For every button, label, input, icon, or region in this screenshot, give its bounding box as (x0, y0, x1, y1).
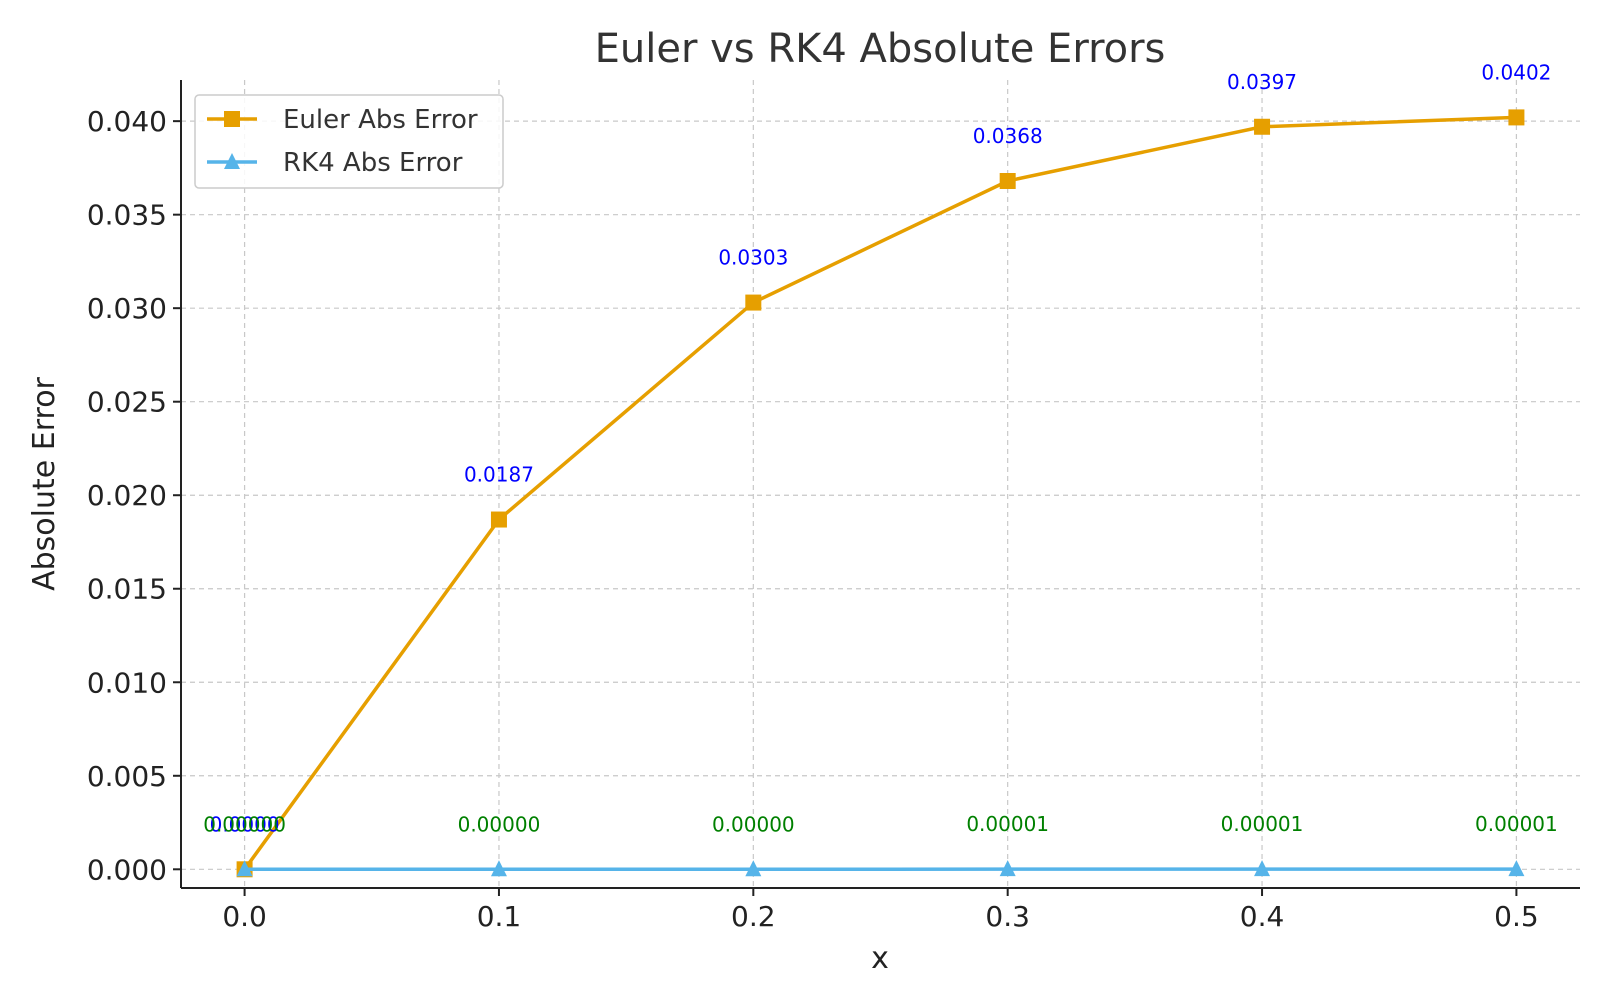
data-label-rk4: 0.00001 (966, 812, 1049, 836)
y-tick-label: 0.025 (87, 386, 167, 419)
x-tick-label: 0.5 (1494, 900, 1539, 933)
y-tick-label: 0.020 (87, 479, 167, 512)
data-label-euler: 0.0397 (1227, 70, 1297, 94)
grid (181, 80, 1580, 888)
data-label-euler: 0.0402 (1481, 60, 1551, 84)
legend-box (194, 94, 504, 189)
y-tick-label: 0.010 (87, 666, 167, 699)
data-point-rk4 (490, 860, 507, 877)
data-label-euler: 0.0303 (718, 246, 788, 270)
data-point-euler (1508, 109, 1525, 126)
y-tick-label: 0.030 (87, 292, 167, 325)
y-tick-label: 0.000 (87, 853, 167, 886)
y-tick-label: 0.035 (87, 199, 167, 232)
y-tick-label: 0.005 (87, 760, 167, 793)
data-point-rk4 (745, 860, 762, 877)
legend-marker (224, 111, 240, 127)
data-label-rk4: 0.00000 (458, 812, 541, 836)
legend-entry-label: Euler Abs Error (283, 105, 478, 135)
data-point-euler (490, 511, 507, 528)
data-point-euler (1254, 118, 1271, 135)
x-tick-label: 0.1 (477, 900, 522, 933)
axes (180, 80, 1580, 889)
data-label-rk4: 0.00000 (203, 812, 286, 836)
data-label-euler: 0.0187 (464, 463, 534, 487)
y-axis-label: Absolute Error (27, 376, 62, 590)
data-point-rk4 (1508, 860, 1525, 877)
legend-marker (224, 153, 240, 169)
data-label-rk4: 0.00001 (1475, 812, 1558, 836)
data-labels: 0.0000 0.0187 0.0303 0.0368 0.0397 0.0402 0.00… (203, 60, 1558, 836)
data-label-rk4: 0.00001 (1221, 812, 1304, 836)
data-label-euler: 0.0368 (973, 124, 1043, 148)
data-point-euler (999, 173, 1016, 189)
ticks: 0.0 0.1 0.2 0.3 0.4 0.5 0.000 0.005 0.010 0.015 0.… (87, 105, 1539, 933)
x-tick-label: 0.4 (1240, 900, 1285, 933)
data-point-rk4 (236, 860, 253, 877)
data-point-rk4 (999, 860, 1016, 877)
series-group (236, 109, 1525, 878)
x-tick-label: 0.3 (985, 900, 1030, 933)
series-line-euler (243, 115, 1517, 871)
legend: Euler Abs Error RK4 Abs Error (194, 94, 504, 189)
y-tick-label: 0.015 (87, 573, 167, 606)
x-axis-label: x (871, 941, 889, 976)
x-tick-label: 0.0 (222, 900, 267, 933)
data-point-rk4 (1254, 860, 1271, 877)
legend-entry-label: RK4 Abs Error (283, 148, 463, 178)
x-tick-label: 0.2 (731, 900, 776, 933)
data-label-rk4: 0.00000 (712, 812, 795, 836)
data-label-euler: 0.0000 (210, 812, 280, 836)
y-tick-label: 0.040 (87, 105, 167, 138)
data-point-euler (745, 294, 762, 311)
chart-title: Euler vs RK4 Absolute Errors (595, 26, 1166, 72)
